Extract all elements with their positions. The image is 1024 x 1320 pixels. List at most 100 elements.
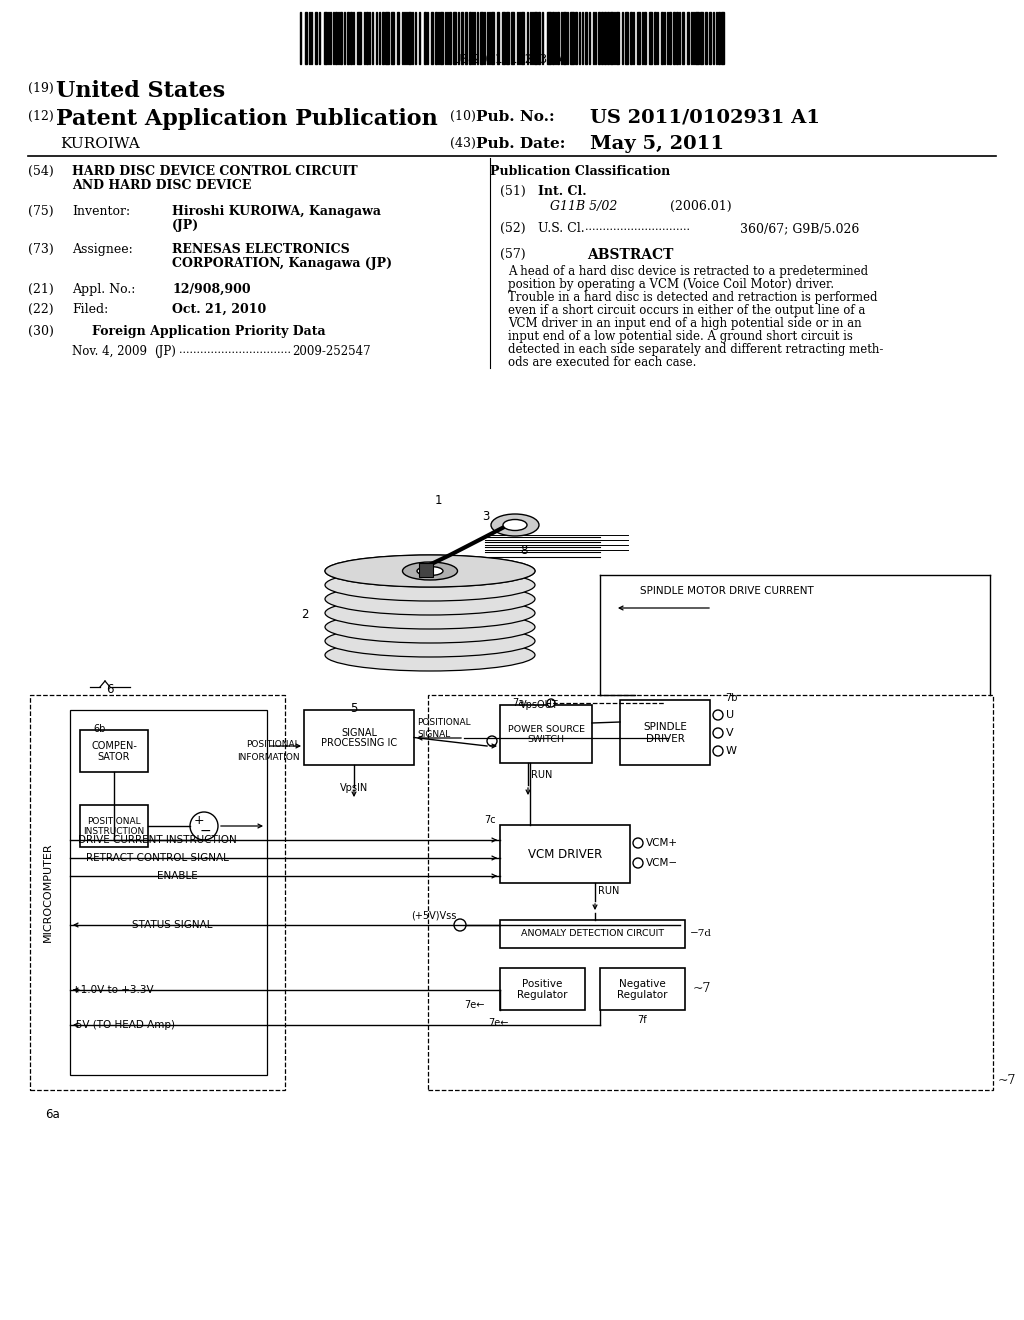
Text: −7d: −7d <box>690 929 712 939</box>
Text: POWER SOURCE: POWER SOURCE <box>508 725 585 734</box>
Text: 360/67; G9B/5.026: 360/67; G9B/5.026 <box>740 222 859 235</box>
Bar <box>305 12 307 63</box>
Bar <box>604 12 606 63</box>
Text: W: W <box>726 746 737 756</box>
Bar <box>428 696 993 1090</box>
Bar <box>718 12 720 63</box>
Text: Regulator: Regulator <box>617 990 668 1001</box>
Text: 8: 8 <box>520 544 527 557</box>
Text: SIGNAL: SIGNAL <box>417 730 451 739</box>
Text: (21): (21) <box>28 282 53 296</box>
Text: +: + <box>194 814 205 828</box>
Ellipse shape <box>402 562 458 579</box>
Text: PROCESSING IC: PROCESSING IC <box>321 738 397 748</box>
Bar <box>469 12 471 63</box>
Text: A head of a hard disc device is retracted to a predetermined: A head of a hard disc device is retracte… <box>508 265 868 279</box>
Text: 5: 5 <box>350 702 357 715</box>
Text: V: V <box>726 729 733 738</box>
Bar <box>521 12 524 63</box>
Circle shape <box>454 919 466 931</box>
Bar <box>607 12 609 63</box>
Bar <box>440 12 443 63</box>
Bar <box>673 12 675 63</box>
Bar <box>480 12 483 63</box>
Bar <box>700 12 703 63</box>
Text: HARD DISC DEVICE CONTROL CIRCUIT: HARD DISC DEVICE CONTROL CIRCUIT <box>72 165 357 178</box>
Bar <box>408 12 411 63</box>
Text: 7b: 7b <box>725 693 737 704</box>
Bar <box>497 12 499 63</box>
Text: (2006.01): (2006.01) <box>670 201 731 213</box>
Bar <box>637 12 640 63</box>
Circle shape <box>428 572 432 576</box>
Bar <box>391 12 394 63</box>
Ellipse shape <box>325 611 535 643</box>
Text: 1: 1 <box>435 494 442 507</box>
Text: VpsIN: VpsIN <box>340 783 368 793</box>
Bar <box>449 12 451 63</box>
Bar <box>335 12 337 63</box>
Bar <box>80 730 148 772</box>
Text: KUROIWA: KUROIWA <box>60 137 139 150</box>
Bar <box>625 12 628 63</box>
Text: (22): (22) <box>28 304 53 315</box>
Bar <box>600 968 685 1010</box>
Bar <box>324 12 327 63</box>
Text: DRIVE CURRENT INSTRUCTION: DRIVE CURRENT INSTRUCTION <box>78 836 237 845</box>
Text: STATUS SIGNAL: STATUS SIGNAL <box>132 920 213 931</box>
Bar <box>676 12 678 63</box>
Bar <box>500 705 592 763</box>
Text: POSITIONAL: POSITIONAL <box>247 741 300 748</box>
Text: SIGNAL: SIGNAL <box>341 727 377 738</box>
Bar <box>570 12 574 63</box>
Circle shape <box>633 838 643 847</box>
Bar <box>431 12 433 63</box>
Text: INSTRUCTION: INSTRUCTION <box>83 828 144 837</box>
Text: VCM driver in an input end of a high potential side or in an: VCM driver in an input end of a high pot… <box>508 317 861 330</box>
Text: ~7: ~7 <box>693 982 712 995</box>
Text: 12/908,900: 12/908,900 <box>172 282 251 296</box>
Bar <box>465 12 467 63</box>
Bar <box>705 12 707 63</box>
Text: (43): (43) <box>450 137 476 150</box>
Text: Positive: Positive <box>522 979 562 989</box>
Ellipse shape <box>490 513 539 536</box>
Circle shape <box>547 700 555 708</box>
Text: Assignee:: Assignee: <box>72 243 133 256</box>
Text: RENESAS ELECTRONICS: RENESAS ELECTRONICS <box>172 243 350 256</box>
Text: ENABLE: ENABLE <box>157 871 198 880</box>
Text: 7e←: 7e← <box>487 1018 508 1028</box>
Text: RUN: RUN <box>531 770 552 780</box>
Circle shape <box>713 729 723 738</box>
Text: Publication Classification: Publication Classification <box>489 165 670 178</box>
Text: INFORMATION: INFORMATION <box>238 752 300 762</box>
Text: MICROCOMPUTER: MICROCOMPUTER <box>43 842 53 942</box>
Bar <box>340 12 342 63</box>
Text: Patent Application Publication: Patent Application Publication <box>56 108 437 129</box>
Bar <box>538 12 540 63</box>
Bar <box>721 12 724 63</box>
Bar <box>669 12 671 63</box>
Bar <box>347 12 349 63</box>
Text: Regulator: Regulator <box>517 990 567 1001</box>
Ellipse shape <box>417 566 443 576</box>
Text: Negative: Negative <box>620 979 666 989</box>
Circle shape <box>713 710 723 719</box>
Text: Int. Cl.: Int. Cl. <box>538 185 587 198</box>
Text: Trouble in a hard disc is detected and retraction is performed: Trouble in a hard disc is detected and r… <box>508 290 878 304</box>
Text: (+5V)Vss: (+5V)Vss <box>412 909 457 920</box>
Bar <box>511 12 514 63</box>
Text: U: U <box>726 710 734 719</box>
Text: ABSTRACT: ABSTRACT <box>587 248 673 261</box>
Ellipse shape <box>325 554 535 587</box>
Text: (30): (30) <box>28 325 54 338</box>
Text: POSITIONAL: POSITIONAL <box>417 718 471 727</box>
Text: US 20110102931A1: US 20110102931A1 <box>454 53 570 66</box>
Circle shape <box>418 569 422 573</box>
Text: COMPEN-: COMPEN- <box>91 741 137 751</box>
Bar <box>502 12 505 63</box>
Bar <box>649 12 652 63</box>
Text: AND HARD DISC DEVICE: AND HARD DISC DEVICE <box>72 180 251 191</box>
Bar <box>500 920 685 948</box>
Ellipse shape <box>325 554 535 587</box>
